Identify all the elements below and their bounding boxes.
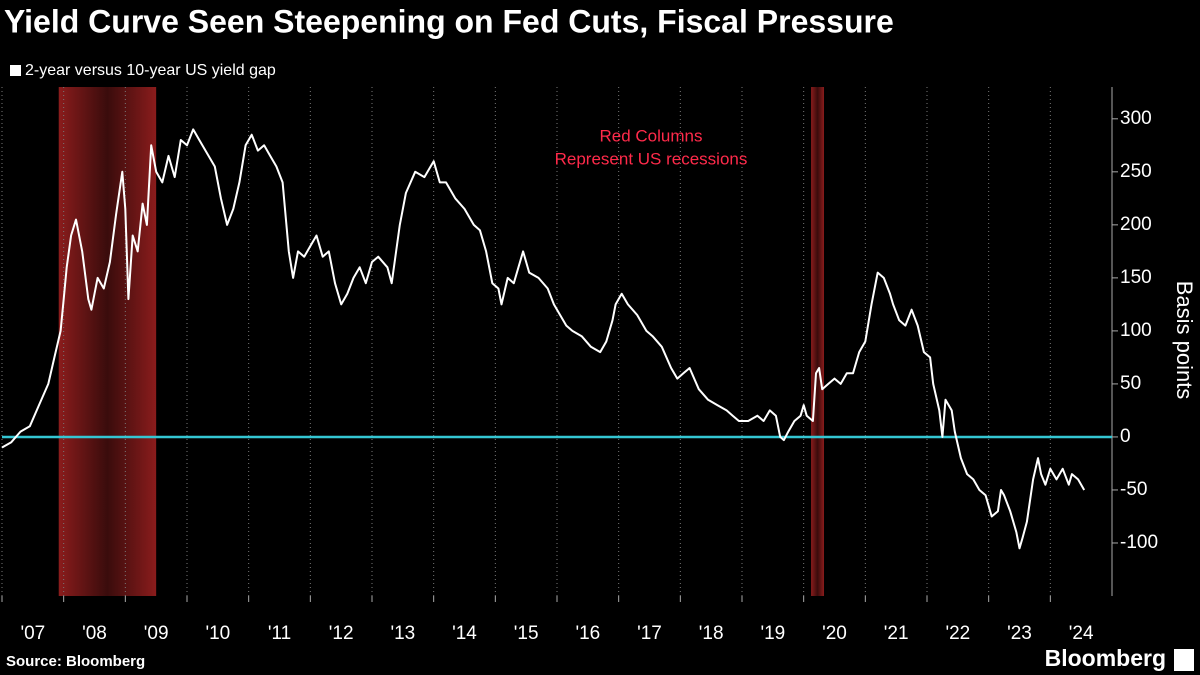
x-tick-label: '10 xyxy=(205,623,230,644)
y-tick-label: -100 xyxy=(1120,532,1158,553)
y-tick-label: 50 xyxy=(1120,373,1141,394)
recession-band xyxy=(811,87,825,596)
y-tick-label: -50 xyxy=(1120,479,1147,500)
x-tick-label: '21 xyxy=(884,623,909,644)
x-tick-label: '09 xyxy=(144,623,169,644)
brand-logo: Bloomberg xyxy=(1045,645,1166,671)
x-tick-label: '08 xyxy=(82,623,107,644)
x-tick-label: '17 xyxy=(637,623,662,644)
x-tick-label: '12 xyxy=(329,623,354,644)
chart-title: Yield Curve Seen Steepening on Fed Cuts,… xyxy=(4,3,894,39)
data-line xyxy=(1,128,1086,550)
y-tick-label: 200 xyxy=(1120,214,1152,235)
x-tick-label: '22 xyxy=(945,623,970,644)
y-tick-label: 0 xyxy=(1120,426,1131,447)
x-tick-label: '23 xyxy=(1007,623,1032,644)
x-tick-label: '20 xyxy=(822,623,847,644)
y-tick-label: 250 xyxy=(1120,161,1152,182)
y-axis-label: Basis points xyxy=(1172,281,1197,400)
annotation: Represent US recessions xyxy=(555,149,748,168)
x-tick-label: '07 xyxy=(20,623,45,644)
x-tick-label: '19 xyxy=(760,623,785,644)
background-layer xyxy=(1,87,1051,596)
recession-band xyxy=(58,87,157,596)
y-tick-label: 150 xyxy=(1120,267,1152,288)
x-tick-label: '13 xyxy=(390,623,415,644)
x-tick-label: '11 xyxy=(268,623,291,644)
x-tick-label: '24 xyxy=(1069,623,1094,644)
annotation: Red Columns xyxy=(600,126,703,145)
legend-swatch xyxy=(10,65,21,76)
source: Source: Bloomberg xyxy=(6,653,145,670)
y-tick-label: 100 xyxy=(1120,320,1152,341)
x-tick-label: '14 xyxy=(452,623,477,644)
x-tick-label: '16 xyxy=(575,623,600,644)
brand-icon xyxy=(1174,649,1194,671)
x-tick-label: '15 xyxy=(514,623,539,644)
x-tick-label: '18 xyxy=(699,623,724,644)
legend-label: 2-year versus 10-year US yield gap xyxy=(25,62,276,79)
y-tick-label: 300 xyxy=(1120,108,1152,129)
